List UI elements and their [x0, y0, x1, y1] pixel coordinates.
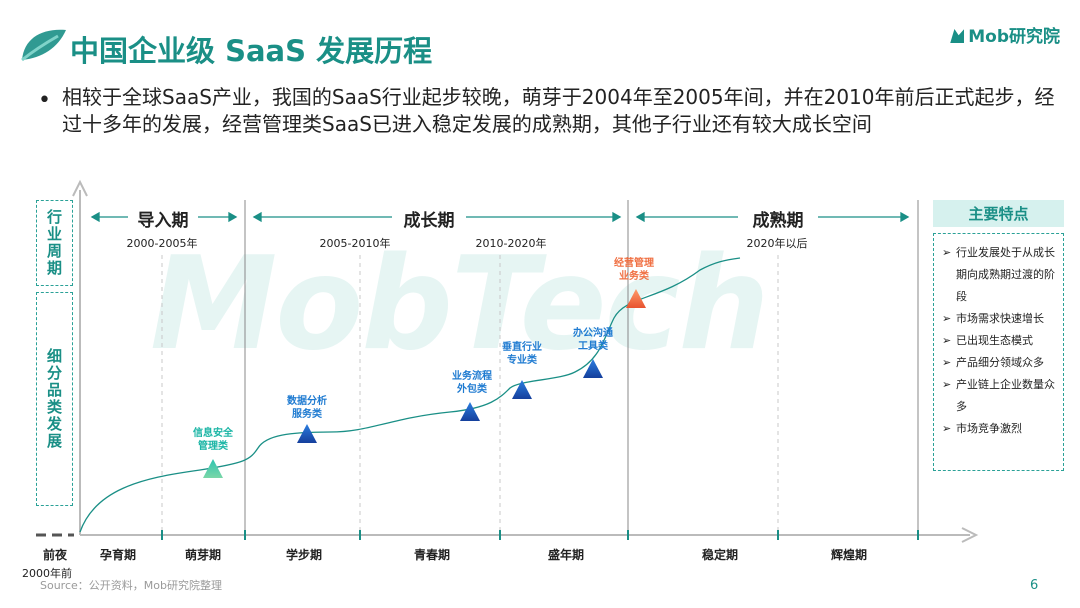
arrow-right-icon: ➢: [942, 422, 952, 435]
category-label-line: 信息安全: [193, 428, 233, 439]
stage-label: 学步期: [285, 548, 323, 562]
bullet-marker: •: [38, 88, 51, 113]
category-label-line: 垂直行业: [502, 342, 542, 353]
year-label: 2020年以后: [746, 237, 808, 250]
phase-arrows: [90, 211, 910, 223]
feature-item: ➢ 已出现生态模式: [942, 330, 1059, 352]
stage-label: 盛年期: [547, 548, 585, 562]
y-axis-arrow: [72, 179, 88, 197]
source-note: Source：公开资料，Mob研究院整理: [40, 579, 222, 592]
category-label-operation: 经营管理 业务类: [614, 257, 654, 283]
feature-text: 市场需求快速增长: [956, 312, 1044, 325]
logo-text: Mob研究院: [968, 27, 1060, 47]
phase-label-maturity: 成熟期: [752, 211, 804, 231]
side-label-category: 细分品类发展: [36, 292, 73, 506]
axis-ticks: [161, 530, 919, 540]
features-title: 主要特点: [933, 200, 1064, 227]
feature-item: ➢ 市场竞争激烈: [942, 418, 1059, 440]
category-marker-operation: [626, 289, 646, 308]
category-marker-data-analysis: [297, 424, 317, 443]
watermark-text: MobTech: [150, 230, 770, 379]
stage-label: 孕育期: [99, 548, 137, 562]
side-label-category-text: 细分品类发展: [45, 348, 63, 450]
arrow-right-icon: ➢: [942, 378, 952, 391]
category-marker-security: [203, 459, 223, 478]
category-label-line: 办公沟通: [573, 328, 613, 339]
category-label-data-analysis: 数据分析 服务类: [287, 395, 327, 421]
arrow-right-icon: ➢: [942, 334, 952, 347]
feature-text: 产业链上企业数量众多: [956, 378, 1055, 413]
year-label: 2010-2020年: [475, 237, 547, 250]
feature-item: ➢ 市场需求快速增长: [942, 308, 1059, 330]
feature-text: 市场竞争激烈: [956, 422, 1022, 435]
stage-label: 青春期: [413, 548, 451, 562]
category-label-line: 业务类: [619, 271, 649, 282]
category-label-line: 业务流程: [452, 371, 492, 382]
category-label-line: 服务类: [292, 409, 322, 420]
side-label-cycle: 行业周期: [36, 200, 73, 286]
x-axis-arrow: [961, 527, 979, 543]
category-label-vertical: 垂直行业 专业类: [502, 341, 542, 367]
category-label-bpo: 业务流程 外包类: [452, 370, 492, 396]
stage-separators: [161, 255, 779, 535]
phase-separators: [244, 200, 919, 535]
phase-label-growth: 成长期: [403, 211, 455, 231]
page-title: 中国企业级 SaaS 发展历程: [70, 34, 433, 68]
side-label-cycle-text: 行业周期: [45, 209, 63, 277]
stage-label: 萌芽期: [184, 548, 222, 562]
arrow-right-icon: ➢: [942, 356, 952, 369]
features-list: ➢ 行业发展处于从成长期向成熟期过渡的阶段 ➢ 市场需求快速增长 ➢ 已出现生态模式 …: [933, 233, 1064, 471]
feature-item: ➢ 行业发展处于从成长期向成熟期过渡的阶段: [942, 242, 1059, 308]
feature-text: 已出现生态模式: [956, 334, 1033, 347]
category-label-line: 管理类: [198, 441, 228, 452]
stage-label: 稳定期: [701, 548, 739, 562]
brand-leaf-icon: [21, 29, 66, 62]
category-label-line: 外包类: [457, 384, 487, 395]
category-label-line: 工具类: [578, 341, 608, 352]
category-label-line: 专业类: [507, 355, 537, 366]
feature-text: 产品细分领域众多: [956, 356, 1044, 369]
year-label: 2005-2010年: [319, 237, 391, 250]
feature-item: ➢ 产品细分领域众多: [942, 352, 1059, 374]
stage-label: 前夜: [42, 548, 68, 562]
category-label-line: 经营管理: [614, 258, 654, 269]
feature-text: 行业发展处于从成长期向成熟期过渡的阶段: [956, 246, 1055, 303]
intro-bullet: 相较于全球SaaS产业，我国的SaaS行业起步较晚，萌芽于2004年至2005年…: [62, 85, 1055, 136]
feature-item: ➢ 产业链上企业数量众多: [942, 374, 1059, 418]
stage-label: 辉煌期: [830, 548, 868, 562]
arrow-right-icon: ➢: [942, 246, 952, 259]
category-label-security: 信息安全 管理类: [193, 427, 233, 453]
category-label-line: 数据分析: [287, 396, 327, 407]
page-number: 6: [1030, 578, 1039, 593]
stage-note: 2000年前: [22, 567, 72, 580]
category-marker-vertical: [512, 380, 532, 399]
brand-logo: Mob研究院: [950, 22, 1060, 47]
arrow-right-icon: ➢: [942, 312, 952, 325]
phase-label-introduction: 导入期: [137, 211, 189, 231]
category-marker-bpo: [460, 402, 480, 421]
year-label: 2000-2005年: [126, 237, 198, 250]
category-label-office: 办公沟通 工具类: [573, 327, 613, 353]
category-marker-office: [583, 359, 603, 378]
